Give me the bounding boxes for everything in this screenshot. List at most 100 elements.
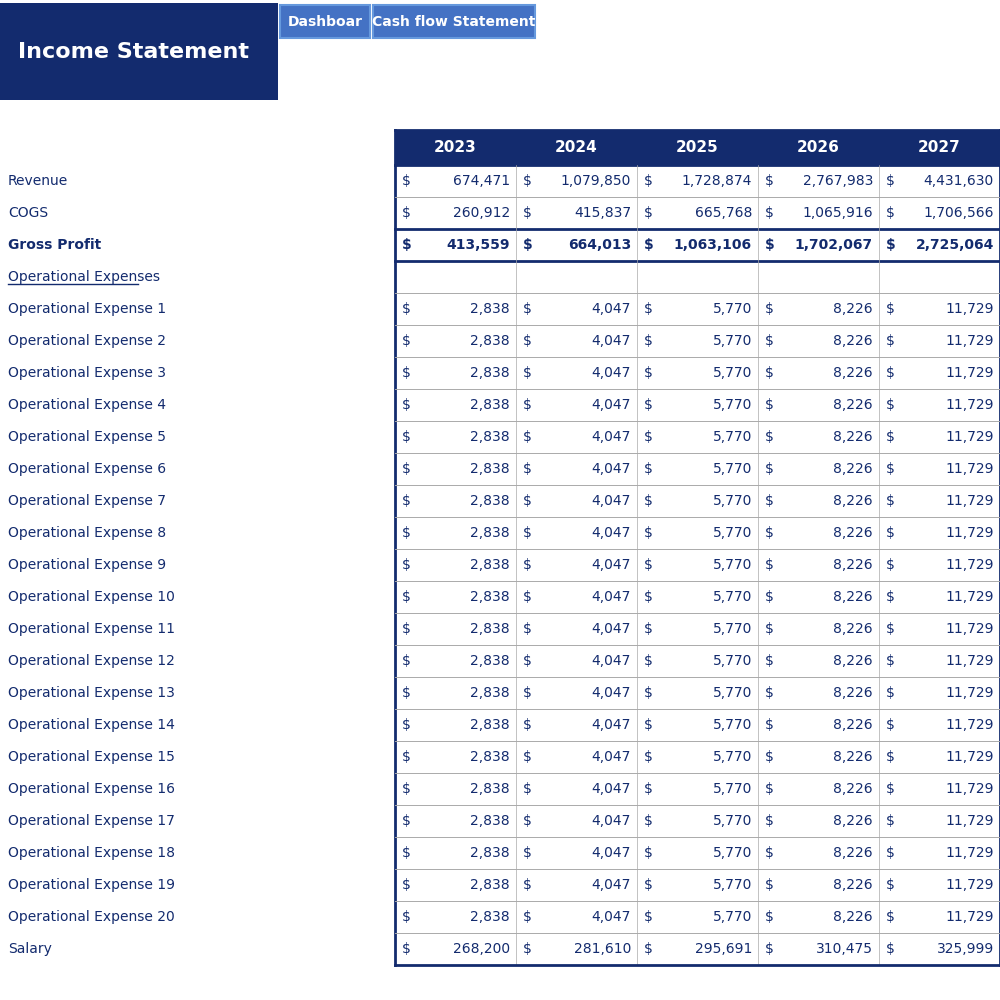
Text: 281,610: 281,610 [574,942,631,956]
Text: 8,226: 8,226 [833,782,873,796]
Text: $: $ [644,686,653,700]
Text: 5,770: 5,770 [713,846,752,860]
Text: 11,729: 11,729 [946,526,994,540]
Text: $: $ [402,302,411,316]
Text: 5,770: 5,770 [713,462,752,476]
Text: $: $ [886,174,895,188]
Text: 4,047: 4,047 [592,430,631,444]
Text: $: $ [644,334,653,348]
Text: $: $ [765,430,774,444]
Text: 4,047: 4,047 [592,526,631,540]
Text: 1,702,067: 1,702,067 [795,238,873,252]
Text: 2,838: 2,838 [470,750,510,764]
Text: 5,770: 5,770 [713,782,752,796]
Text: 4,047: 4,047 [592,558,631,572]
Text: $: $ [765,366,774,380]
Text: $: $ [644,590,653,604]
Text: $: $ [765,910,774,924]
Text: $: $ [402,814,411,828]
Text: $: $ [886,398,895,412]
Text: $: $ [765,654,774,668]
Text: Operational Expense 3: Operational Expense 3 [8,366,166,380]
Text: 5,770: 5,770 [713,622,752,636]
Text: $: $ [523,206,532,220]
Text: 1,706,566: 1,706,566 [924,206,994,220]
Text: $: $ [402,910,411,924]
Text: Income Statement: Income Statement [18,41,249,62]
Text: COGS: COGS [8,206,48,220]
Text: $: $ [644,910,653,924]
Text: 11,729: 11,729 [946,654,994,668]
Text: 2,838: 2,838 [470,814,510,828]
Text: $: $ [886,686,895,700]
Text: $: $ [765,814,774,828]
Text: 268,200: 268,200 [453,942,510,956]
Text: 2,838: 2,838 [470,334,510,348]
Text: 2,838: 2,838 [470,654,510,668]
Text: 5,770: 5,770 [713,398,752,412]
Text: 8,226: 8,226 [833,366,873,380]
Text: 5,770: 5,770 [713,366,752,380]
Text: 5,770: 5,770 [713,526,752,540]
Text: Operational Expense 20: Operational Expense 20 [8,910,175,924]
Text: 2,838: 2,838 [470,462,510,476]
Text: $: $ [765,462,774,476]
Text: 4,047: 4,047 [592,910,631,924]
Text: 11,729: 11,729 [946,878,994,892]
Text: 11,729: 11,729 [946,398,994,412]
Text: $: $ [644,526,653,540]
Text: Operational Expense 10: Operational Expense 10 [8,590,175,604]
Text: 8,226: 8,226 [833,718,873,732]
Text: $: $ [644,366,653,380]
Text: 8,226: 8,226 [833,302,873,316]
Text: 11,729: 11,729 [946,558,994,572]
Text: 2,838: 2,838 [470,526,510,540]
Text: 2,725,064: 2,725,064 [916,238,994,252]
Text: $: $ [402,878,411,892]
Text: $: $ [886,462,895,476]
Text: 4,431,630: 4,431,630 [924,174,994,188]
Text: Operational Expense 4: Operational Expense 4 [8,398,166,412]
Text: 4,047: 4,047 [592,590,631,604]
Text: $: $ [765,558,774,572]
Text: 11,729: 11,729 [946,910,994,924]
Text: 4,047: 4,047 [592,654,631,668]
Text: 2,838: 2,838 [470,910,510,924]
Text: Operational Expense 11: Operational Expense 11 [8,622,175,636]
Text: $: $ [402,654,411,668]
Text: $: $ [886,430,895,444]
Text: $: $ [765,686,774,700]
Text: $: $ [523,430,532,444]
Text: 1,079,850: 1,079,850 [561,174,631,188]
Text: $: $ [402,334,411,348]
Text: 8,226: 8,226 [833,622,873,636]
Text: 5,770: 5,770 [713,814,752,828]
Text: 2,838: 2,838 [470,686,510,700]
Text: 11,729: 11,729 [946,622,994,636]
Text: 4,047: 4,047 [592,814,631,828]
Text: 5,770: 5,770 [713,878,752,892]
Text: 415,837: 415,837 [574,206,631,220]
Text: $: $ [765,846,774,860]
Text: $: $ [523,718,532,732]
Text: Operational Expense 14: Operational Expense 14 [8,718,175,732]
Text: $: $ [402,590,411,604]
Text: $: $ [523,622,532,636]
Text: 11,729: 11,729 [946,846,994,860]
Text: $: $ [765,174,774,188]
Text: $: $ [644,654,653,668]
Text: 11,729: 11,729 [946,782,994,796]
Text: $: $ [765,782,774,796]
Text: 1,065,916: 1,065,916 [802,206,873,220]
Text: $: $ [523,686,532,700]
Text: 8,226: 8,226 [833,334,873,348]
Text: $: $ [523,910,532,924]
Text: 2,767,983: 2,767,983 [803,174,873,188]
Text: 4,047: 4,047 [592,622,631,636]
Text: $: $ [644,814,653,828]
Text: $: $ [402,366,411,380]
Text: $: $ [644,782,653,796]
Text: 8,226: 8,226 [833,686,873,700]
Bar [395,130,1000,165]
Text: 2,838: 2,838 [470,494,510,508]
